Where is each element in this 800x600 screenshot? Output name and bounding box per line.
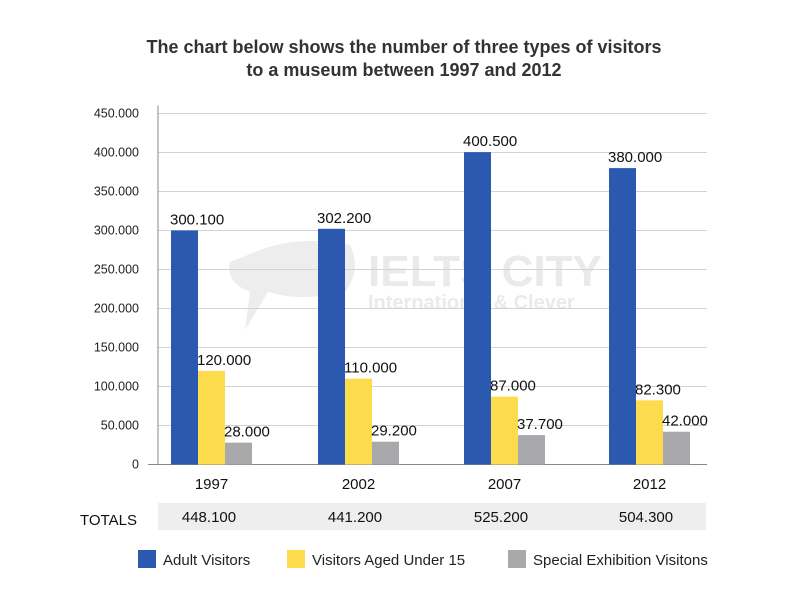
chart-title-line-1: The chart below shows the number of thre… <box>146 37 662 57</box>
y-tick-label: 350.000 <box>94 185 139 199</box>
y-tick-label: 250.000 <box>94 263 139 277</box>
data-label: 28.000 <box>224 424 270 441</box>
legend-swatch <box>138 550 156 568</box>
data-label: 87.000 <box>490 378 536 395</box>
total-value: 441.200 <box>328 509 382 526</box>
bars <box>171 152 690 465</box>
totals-row: TOTALS 448.100 441.200 525.200 504.300 <box>80 503 706 530</box>
y-tick-label: 50.000 <box>101 419 139 433</box>
data-label: 300.100 <box>170 211 224 228</box>
bar <box>345 378 372 465</box>
bar <box>609 168 636 465</box>
legend: Adult Visitors Visitors Aged Under 15 Spec… <box>138 550 708 569</box>
legend-swatch <box>287 550 305 568</box>
y-tick-label: 100.000 <box>94 380 139 394</box>
x-tick-label: 2012 <box>633 476 666 493</box>
y-tick-label: 450.000 <box>94 107 139 121</box>
legend-label: Adult Visitors <box>163 552 250 569</box>
data-label: 110.000 <box>344 360 397 377</box>
y-tick-label: 200.000 <box>94 302 139 316</box>
watermark-logo: IELTS CITY International & Clever <box>229 241 602 330</box>
bar <box>198 370 225 465</box>
data-label: 302.200 <box>317 210 371 227</box>
y-tick-label: 150.000 <box>94 341 139 355</box>
legend-swatch <box>508 550 526 568</box>
bar <box>491 396 518 465</box>
bar <box>636 400 663 465</box>
data-labels: 300.100 120.000 28.000 302.200 110.000 29.200… <box>170 133 708 441</box>
bar <box>372 441 399 465</box>
data-label: 37.700 <box>517 416 563 433</box>
data-label: 400.500 <box>463 133 517 150</box>
y-axis-tick-labels: 0 50.000 100.000 150.000 200.000 250.000 300.0… <box>94 107 139 472</box>
bar <box>663 431 690 465</box>
x-tick-label: 1997 <box>195 476 228 493</box>
data-label: 380.000 <box>608 149 662 166</box>
totals-label: TOTALS <box>80 512 137 529</box>
bar <box>518 435 545 465</box>
legend-label: Special Exhibition Visitons <box>533 552 708 569</box>
y-tick-label: 0 <box>132 458 139 472</box>
bar <box>225 442 252 465</box>
legend-label: Visitors Aged Under 15 <box>312 552 465 569</box>
bar <box>318 228 345 465</box>
totals-background <box>158 503 706 530</box>
total-value: 504.300 <box>619 509 673 526</box>
data-label: 42.000 <box>662 413 708 430</box>
chart-title-line-2: to a museum between 1997 and 2012 <box>246 60 562 80</box>
total-value: 448.100 <box>182 509 236 526</box>
data-label: 120.000 <box>197 352 251 369</box>
chart-title: The chart below shows the number of thre… <box>0 36 800 82</box>
y-tick-label: 400.000 <box>94 146 139 160</box>
bar <box>464 152 491 465</box>
x-axis-tick-labels: 1997 2002 2007 2012 <box>195 476 666 493</box>
bar <box>171 230 198 465</box>
x-tick-label: 2007 <box>488 476 521 493</box>
x-tick-label: 2002 <box>342 476 375 493</box>
y-tick-label: 300.000 <box>94 224 139 238</box>
data-label: 29.200 <box>371 423 417 440</box>
total-value: 525.200 <box>474 509 528 526</box>
data-label: 82.300 <box>635 381 681 398</box>
